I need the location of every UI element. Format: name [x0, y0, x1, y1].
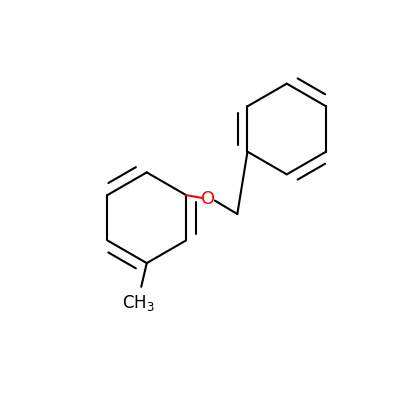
Text: CH$_3$: CH$_3$	[122, 293, 154, 313]
Text: O: O	[201, 190, 215, 208]
